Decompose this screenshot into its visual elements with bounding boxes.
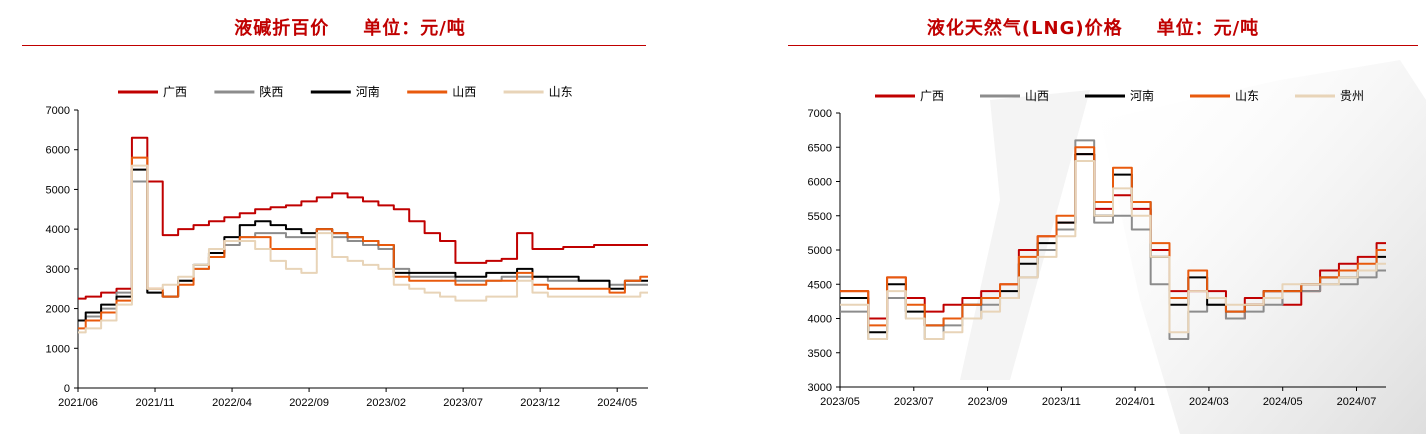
y-tick-label: 3000 (46, 264, 70, 276)
left-chart-title-text: 液碱折百价 (234, 18, 330, 39)
y-tick-label: 4000 (808, 314, 832, 326)
right-title-rule (788, 45, 1418, 46)
x-tick-label: 2023/07 (894, 396, 934, 408)
series-line-3 (78, 156, 648, 330)
y-tick-label: 5500 (808, 211, 832, 223)
x-tick-label: 2022/04 (212, 397, 252, 409)
x-tick-label: 2023/07 (443, 397, 483, 409)
legend-label: 广西 (920, 89, 944, 103)
series-line-0 (78, 136, 648, 300)
y-tick-label: 6500 (808, 142, 832, 154)
legend-label: 广西 (163, 85, 187, 99)
x-tick-label: 2024/05 (597, 397, 637, 409)
right-chart-title: 液化天然气(LNG)价格 单位：元/吨 (760, 14, 1426, 40)
y-tick-label: 4000 (46, 224, 70, 236)
left-chart-title: 液碱折百价 单位：元/吨 (0, 14, 700, 40)
x-tick-label: 2023/05 (820, 396, 860, 408)
x-tick-label: 2023/09 (968, 396, 1008, 408)
x-tick-label: 2023/11 (1042, 396, 1081, 408)
series-line-4 (840, 159, 1386, 341)
left-chart-panel: 液碱折百价 单位：元/吨 0 1000 2000 3000 4000 5000 6000 700… (0, 0, 700, 434)
x-tick-label: 2022/09 (289, 397, 329, 409)
x-tick-label: 2023/12 (520, 397, 560, 409)
left-title-rule (22, 45, 646, 46)
y-tick-label: 3000 (808, 382, 832, 394)
left-line-chart: 0 1000 2000 3000 4000 5000 6000 7000 2021/06 2021… (46, 84, 648, 409)
y-tick-label: 1000 (46, 343, 70, 355)
legend-label: 山东 (1235, 89, 1259, 103)
y-tick-label: 2000 (46, 304, 70, 316)
y-tick-label: 6000 (808, 177, 832, 189)
y-tick-label: 5000 (46, 184, 70, 196)
legend-label: 河南 (356, 84, 380, 99)
x-tick-label: 2024/05 (1263, 396, 1303, 408)
right-chart-panel: 液化天然气(LNG)价格 单位：元/吨 3000 3500 4000 4500 5000 5… (760, 0, 1426, 434)
x-tick-label: 2024/03 (1189, 396, 1229, 408)
x-tick-label: 2024/01 (1115, 396, 1155, 408)
legend-label: 山西 (1025, 89, 1049, 103)
x-tick-label: 2021/06 (58, 397, 98, 409)
right-chart-title-text: 液化天然气(LNG)价格 (926, 18, 1123, 39)
x-tick-label: 2023/02 (366, 397, 406, 409)
y-tick-label: 4500 (808, 279, 832, 291)
x-tick-label: 2021/11 (136, 397, 175, 409)
legend-label: 陕西 (259, 84, 283, 99)
legend-label: 山西 (452, 85, 476, 99)
left-chart-unit: 单位：元/吨 (363, 18, 466, 39)
legend-label: 贵州 (1340, 89, 1364, 103)
legend-label: 河南 (1130, 88, 1154, 103)
series-line-4 (78, 164, 648, 334)
right-line-chart: 3000 3500 4000 4500 5000 5500 6000 6500 7000 2023… (808, 88, 1386, 408)
background-watermark (960, 60, 1426, 434)
series-line-3 (840, 146, 1386, 327)
x-tick-label: 2024/07 (1337, 396, 1377, 408)
y-tick-label: 7000 (808, 108, 832, 120)
legend-label: 山东 (549, 85, 573, 99)
y-tick-label: 6000 (46, 145, 70, 157)
y-tick-label: 3500 (808, 348, 832, 360)
y-tick-label: 5000 (808, 245, 832, 257)
y-tick-label: 0 (64, 383, 70, 395)
right-chart-unit: 单位：元/吨 (1156, 18, 1260, 39)
y-tick-label: 7000 (46, 105, 70, 117)
